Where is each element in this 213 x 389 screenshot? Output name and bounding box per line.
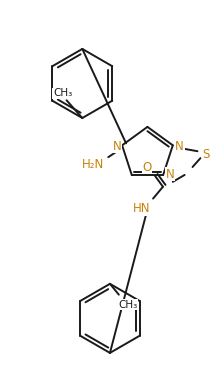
Text: CH₃: CH₃ <box>53 88 72 98</box>
Text: N: N <box>166 168 174 180</box>
Text: HN: HN <box>132 202 150 215</box>
Text: H₂N: H₂N <box>81 158 104 170</box>
Text: N: N <box>113 140 122 153</box>
Text: CH₃: CH₃ <box>118 300 137 310</box>
Text: N: N <box>175 140 184 153</box>
Text: O: O <box>142 161 152 173</box>
Text: S: S <box>203 148 210 161</box>
